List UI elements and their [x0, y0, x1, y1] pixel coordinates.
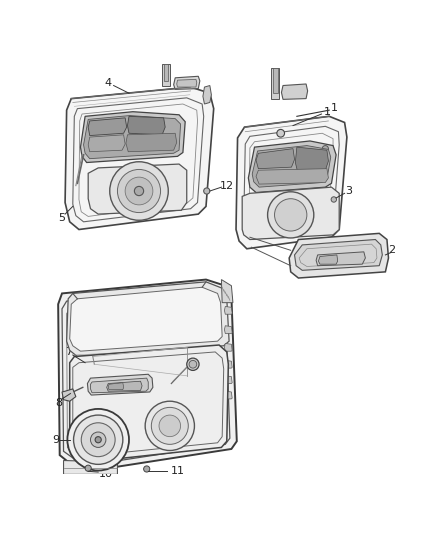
Polygon shape — [81, 112, 185, 163]
Text: 7: 7 — [64, 347, 72, 357]
Circle shape — [134, 187, 144, 196]
Polygon shape — [162, 64, 170, 85]
Polygon shape — [88, 164, 187, 214]
Circle shape — [67, 409, 129, 471]
Circle shape — [85, 465, 91, 471]
Polygon shape — [248, 141, 336, 192]
Polygon shape — [224, 326, 232, 334]
Polygon shape — [88, 135, 125, 152]
Polygon shape — [242, 187, 339, 239]
Circle shape — [268, 192, 314, 238]
Polygon shape — [62, 389, 76, 401]
Circle shape — [145, 401, 194, 450]
Polygon shape — [236, 116, 347, 249]
Polygon shape — [67, 282, 229, 357]
Circle shape — [144, 466, 150, 472]
Circle shape — [152, 192, 160, 200]
Circle shape — [74, 415, 123, 464]
Polygon shape — [107, 381, 142, 391]
Circle shape — [95, 437, 101, 443]
Polygon shape — [224, 343, 232, 351]
Polygon shape — [318, 255, 338, 264]
Polygon shape — [224, 391, 232, 399]
Circle shape — [110, 161, 168, 220]
Polygon shape — [256, 168, 328, 184]
Polygon shape — [177, 79, 197, 87]
Polygon shape — [70, 287, 222, 351]
Text: 3: 3 — [345, 186, 352, 196]
Text: 10: 10 — [99, 469, 113, 479]
Circle shape — [151, 407, 188, 445]
Text: 2: 2 — [388, 245, 395, 255]
Circle shape — [81, 423, 115, 457]
Text: 12: 12 — [220, 181, 234, 191]
Polygon shape — [91, 378, 148, 393]
Polygon shape — [224, 360, 232, 368]
Text: 11: 11 — [170, 465, 184, 475]
Circle shape — [277, 130, 285, 137]
Circle shape — [159, 415, 180, 437]
Polygon shape — [203, 85, 212, 104]
Circle shape — [125, 177, 153, 205]
Polygon shape — [282, 84, 307, 99]
Polygon shape — [58, 280, 237, 471]
Circle shape — [117, 169, 161, 213]
Polygon shape — [295, 147, 328, 172]
Circle shape — [275, 199, 307, 231]
Polygon shape — [127, 116, 165, 135]
Polygon shape — [164, 64, 168, 81]
Polygon shape — [221, 280, 233, 303]
Polygon shape — [88, 118, 127, 135]
Circle shape — [189, 360, 197, 368]
Text: 1: 1 — [323, 107, 330, 117]
Polygon shape — [173, 76, 200, 90]
Polygon shape — [64, 458, 117, 474]
Text: 1: 1 — [331, 103, 338, 113]
Polygon shape — [256, 149, 294, 168]
Circle shape — [91, 432, 106, 447]
Text: 8: 8 — [55, 398, 63, 408]
Circle shape — [331, 197, 336, 202]
Polygon shape — [70, 345, 228, 461]
Polygon shape — [224, 306, 232, 314]
Polygon shape — [88, 374, 153, 395]
Polygon shape — [272, 68, 279, 99]
Circle shape — [187, 358, 199, 370]
Polygon shape — [289, 233, 389, 278]
Polygon shape — [294, 239, 382, 270]
Polygon shape — [252, 146, 331, 187]
Text: 9: 9 — [52, 435, 60, 445]
Polygon shape — [84, 116, 180, 159]
Polygon shape — [108, 383, 124, 390]
Circle shape — [204, 188, 210, 194]
Circle shape — [322, 146, 328, 152]
Polygon shape — [65, 87, 214, 230]
Polygon shape — [224, 376, 232, 384]
Text: 5: 5 — [59, 213, 66, 223]
Text: 4: 4 — [105, 78, 112, 88]
Polygon shape — [126, 133, 177, 152]
Polygon shape — [316, 252, 365, 265]
Polygon shape — [273, 68, 278, 93]
